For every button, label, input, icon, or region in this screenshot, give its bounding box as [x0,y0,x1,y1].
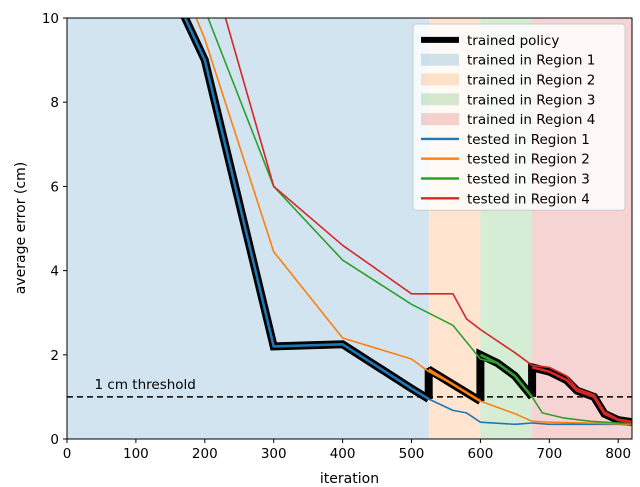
legend-item-trained-policy: trained policy [421,33,559,49]
y-tick-label: 8 [50,95,59,111]
legend-item-trained-in-region-1: trained in Region 1 [421,53,595,69]
legend-item-trained-in-region-4: trained in Region 4 [421,112,595,128]
y-tick-label: 10 [42,11,59,27]
legend-label: trained in Region 3 [467,92,595,108]
tested-in-region-2-trained-overlay [428,368,482,403]
legend-label: trained in Region 2 [467,73,595,89]
x-tick-label: 200 [192,446,218,462]
threshold: 1 cm threshold [67,377,632,398]
y-axis-ticks: 0 2 4 6 8 10 [42,11,67,448]
legend-item-trained-in-region-3: trained in Region 3 [421,92,595,108]
tested-in-region-4-trained-overlay [531,366,632,424]
x-tick-label: 600 [468,446,494,462]
legend-label: trained policy [467,33,559,49]
tested-in-region-3-line [207,18,632,425]
y-tick-label: 2 [50,348,59,364]
x-axis-label: iteration [320,471,379,487]
legend-item-tested-in-region-2: tested in Region 2 [421,152,590,168]
plot-frame [66,17,633,440]
x-tick-label: 800 [605,446,631,462]
legend-frame [412,23,626,211]
legend-item-tested-in-region-1: tested in Region 1 [421,132,590,148]
y-tick-label: 4 [50,264,59,280]
x-axis-ticks: 0 100 200 300 400 500 600 700 800 [63,439,631,462]
y-axis-label: average error (cm) [13,162,29,294]
tested-in-region-3-trained-overlay [479,353,534,398]
x-tick-label: 0 [63,446,72,462]
legend-swatch [421,113,459,126]
x-tick-label: 300 [261,446,287,462]
y-tick-label: 0 [50,432,59,448]
x-tick-label: 100 [123,446,149,462]
legend-label: trained in Region 1 [467,53,595,69]
series-lines [180,18,632,427]
legend-swatch [421,73,459,86]
x-tick-label: 500 [399,446,425,462]
threshold-label: 1 cm threshold [95,377,196,393]
y-tick-label: 6 [50,179,59,195]
legend-swatch [421,93,459,106]
legend-swatch [421,53,459,66]
x-tick-label: 700 [536,446,562,462]
legend-label: tested in Region 3 [467,172,590,188]
legend-label: tested in Region 1 [467,132,590,148]
legend: trained policy trained in Region 1 trained… [412,23,626,211]
legend-item-trained-in-region-2: trained in Region 2 [421,73,595,89]
legend-label: tested in Region 2 [467,152,590,168]
legend-label: tested in Region 4 [467,191,590,207]
legend-item-tested-in-region-4: tested in Region 4 [421,191,590,207]
legend-item-tested-in-region-3: tested in Region 3 [421,172,590,188]
tested-in-region-4-line [224,18,632,423]
tested-in-region-1-trained-overlay [183,18,430,401]
x-tick-label: 400 [330,446,356,462]
legend-label: trained in Region 4 [467,112,595,128]
